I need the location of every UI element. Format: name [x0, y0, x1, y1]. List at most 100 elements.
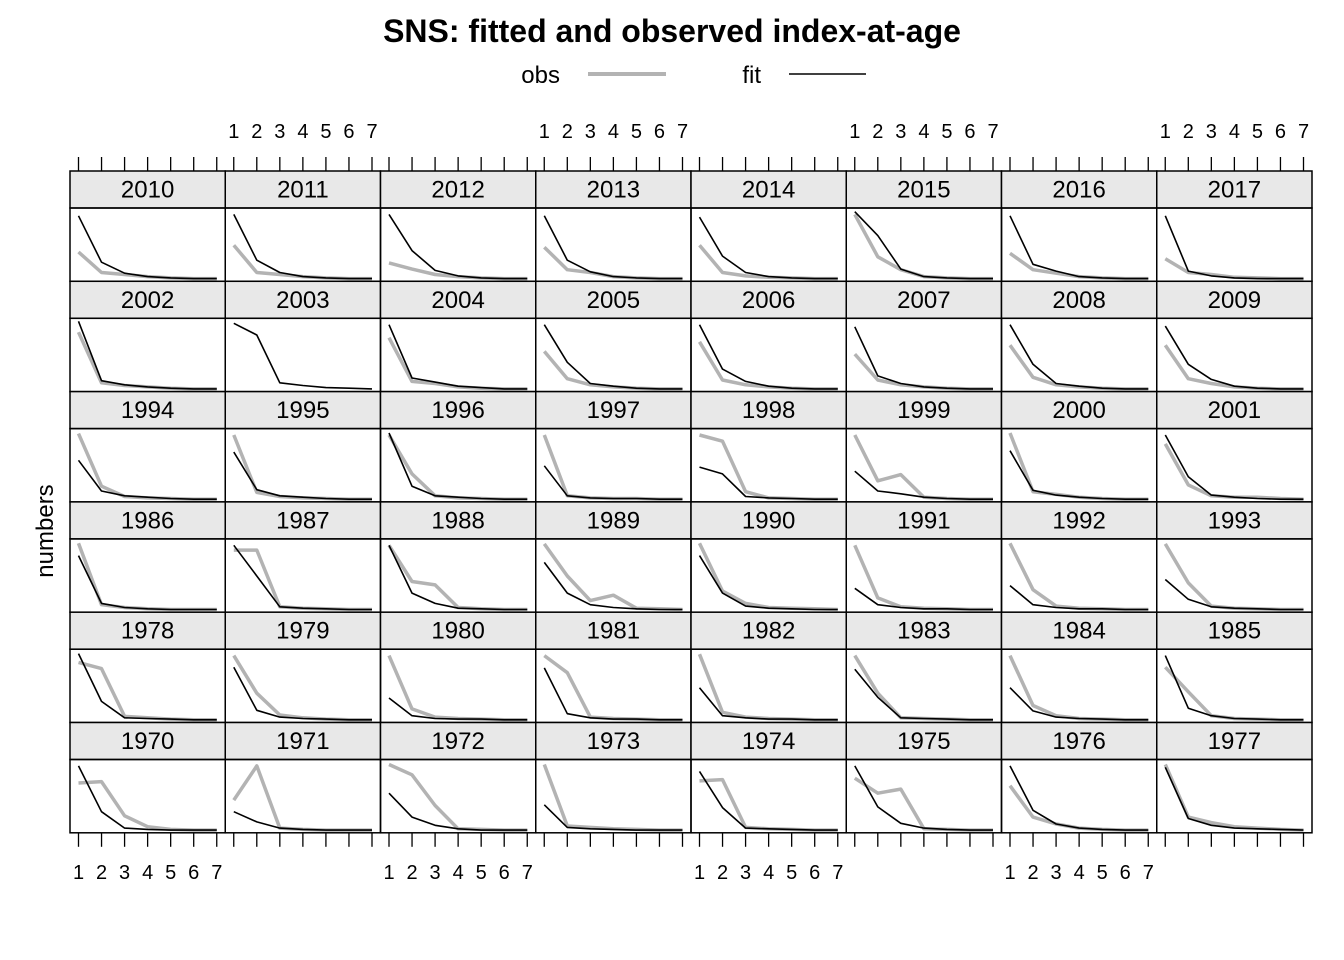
fit-line-1990: [698, 555, 838, 611]
plot-frame-1995: [224, 427, 382, 503]
obs-line-1978: [78, 660, 217, 722]
strip-label-2000: 2000: [1052, 397, 1105, 424]
strip-label-1997: 1997: [587, 397, 640, 424]
fit-line-1989: [543, 561, 683, 611]
obs-line-1989: [542, 542, 683, 612]
fit-line-1994: [77, 459, 217, 500]
plot-frame-1985: [1156, 648, 1313, 724]
fit-line-2016: [1009, 215, 1149, 280]
chart-title: SNS: fitted and observed index-at-age: [383, 13, 961, 49]
strip-1971: [224, 721, 382, 761]
top-tick-label: 1: [539, 121, 550, 143]
obs-line-1992: [1008, 542, 1149, 612]
top-tick-label: 4: [918, 121, 929, 143]
strip-label-2001: 2001: [1208, 397, 1261, 424]
panel-2013: 2013: [535, 170, 692, 283]
panel-1985: 1985: [1156, 611, 1313, 724]
obs-line-2005: [542, 350, 683, 391]
top-tick-label: 6: [964, 121, 975, 143]
fit-line-1983: [854, 668, 993, 721]
bottom-tick-label: 1: [1004, 862, 1015, 884]
top-tick-label: 7: [366, 121, 377, 143]
bottom-tick-label: 1: [73, 862, 84, 884]
fit-line-2007: [854, 326, 993, 390]
obs-line-2004: [387, 336, 528, 391]
top-tick-label: 5: [1252, 121, 1263, 143]
panel-1999: 1999: [845, 390, 1003, 503]
plot-frame-1975: [845, 758, 1003, 834]
top-tick-label: 3: [1206, 121, 1217, 143]
plot-frame-1982: [690, 648, 847, 724]
strip-label-1985: 1985: [1208, 618, 1261, 645]
fit-line-1974: [698, 770, 838, 831]
strip-1970: [69, 721, 226, 761]
obs-line-2017: [1164, 257, 1304, 281]
obs-line-1982: [697, 653, 838, 722]
strip-label-1998: 1998: [742, 397, 795, 424]
strip-label-1975: 1975: [897, 728, 950, 755]
obs-line-1977: [1163, 763, 1304, 832]
plot-frame-2003: [224, 317, 382, 393]
strip-1976: [1000, 721, 1158, 761]
panel-1983: 1983: [845, 611, 1003, 724]
fit-line-1980: [388, 697, 528, 721]
plot-frame-2014: [690, 207, 847, 283]
plot-frame-1979: [224, 648, 382, 724]
fit-line-2003: [233, 322, 373, 390]
bottom-tick-label: 1: [383, 862, 394, 884]
top-tick-label: 4: [608, 121, 619, 143]
bottom-tick-label: 5: [165, 862, 176, 884]
strip-label-1979: 1979: [276, 618, 329, 645]
fit-line-2015: [854, 211, 993, 280]
bottom-tick-label: 5: [786, 862, 797, 884]
strip-label-2016: 2016: [1052, 177, 1105, 204]
plot-frame-1989: [535, 538, 692, 613]
panel-1996: 1996: [379, 390, 537, 503]
strip-label-2005: 2005: [587, 287, 640, 314]
strip-label-2015: 2015: [897, 177, 950, 204]
strip-label-1980: 1980: [431, 618, 484, 645]
strip-label-1995: 1995: [276, 397, 329, 424]
top-tick-label: 5: [631, 121, 642, 143]
fit-line-2004: [388, 324, 528, 390]
fit-line-1984: [1009, 687, 1149, 721]
fit-line-1996: [388, 432, 528, 500]
bottom-tick-label: 3: [430, 862, 441, 884]
top-tick-label: 3: [895, 121, 906, 143]
bottom-tick-label: 7: [832, 862, 843, 884]
strip-label-1996: 1996: [431, 397, 484, 424]
obs-line-2015: [853, 213, 993, 281]
fit-line-1978: [77, 653, 217, 721]
panel-2001: 2001: [1156, 390, 1313, 503]
panel-2017: 2017: [1156, 170, 1313, 283]
obs-line-2014: [698, 244, 838, 281]
panel-2003: 2003: [224, 280, 382, 393]
strip-label-1990: 1990: [742, 507, 795, 534]
strip-label-2004: 2004: [431, 287, 484, 314]
strip-label-1984: 1984: [1052, 618, 1105, 645]
strip-2003: [224, 280, 382, 320]
strip-label-2008: 2008: [1052, 287, 1105, 314]
plot-frame-2000: [1000, 427, 1158, 503]
strip-1994: [69, 390, 226, 430]
fit-line-1987: [233, 544, 372, 611]
panel-2000: 2000: [1000, 390, 1158, 503]
plot-frame-1981: [535, 648, 692, 724]
strip-label-2014: 2014: [742, 177, 795, 204]
panel-2005: 2005: [535, 280, 692, 393]
strip-label-1970: 1970: [121, 728, 174, 755]
fit-line-2000: [1009, 450, 1149, 500]
strip-2007: [845, 280, 1003, 320]
bottom-tick-label: 2: [96, 862, 107, 884]
panel-1986: 1986: [69, 501, 226, 613]
top-tick-label: 2: [562, 121, 573, 143]
top-tick-label: 1: [228, 121, 239, 143]
plot-frame-2001: [1156, 427, 1313, 503]
strip-label-1971: 1971: [276, 728, 329, 755]
strip-label-2012: 2012: [431, 177, 484, 204]
panel-1992: 1992: [1000, 501, 1158, 613]
bottom-tick-label: 6: [809, 862, 820, 884]
panel-1972: 1972: [379, 721, 537, 834]
plot-frame-1973: [535, 758, 692, 834]
panel-1990: 1990: [690, 501, 847, 613]
